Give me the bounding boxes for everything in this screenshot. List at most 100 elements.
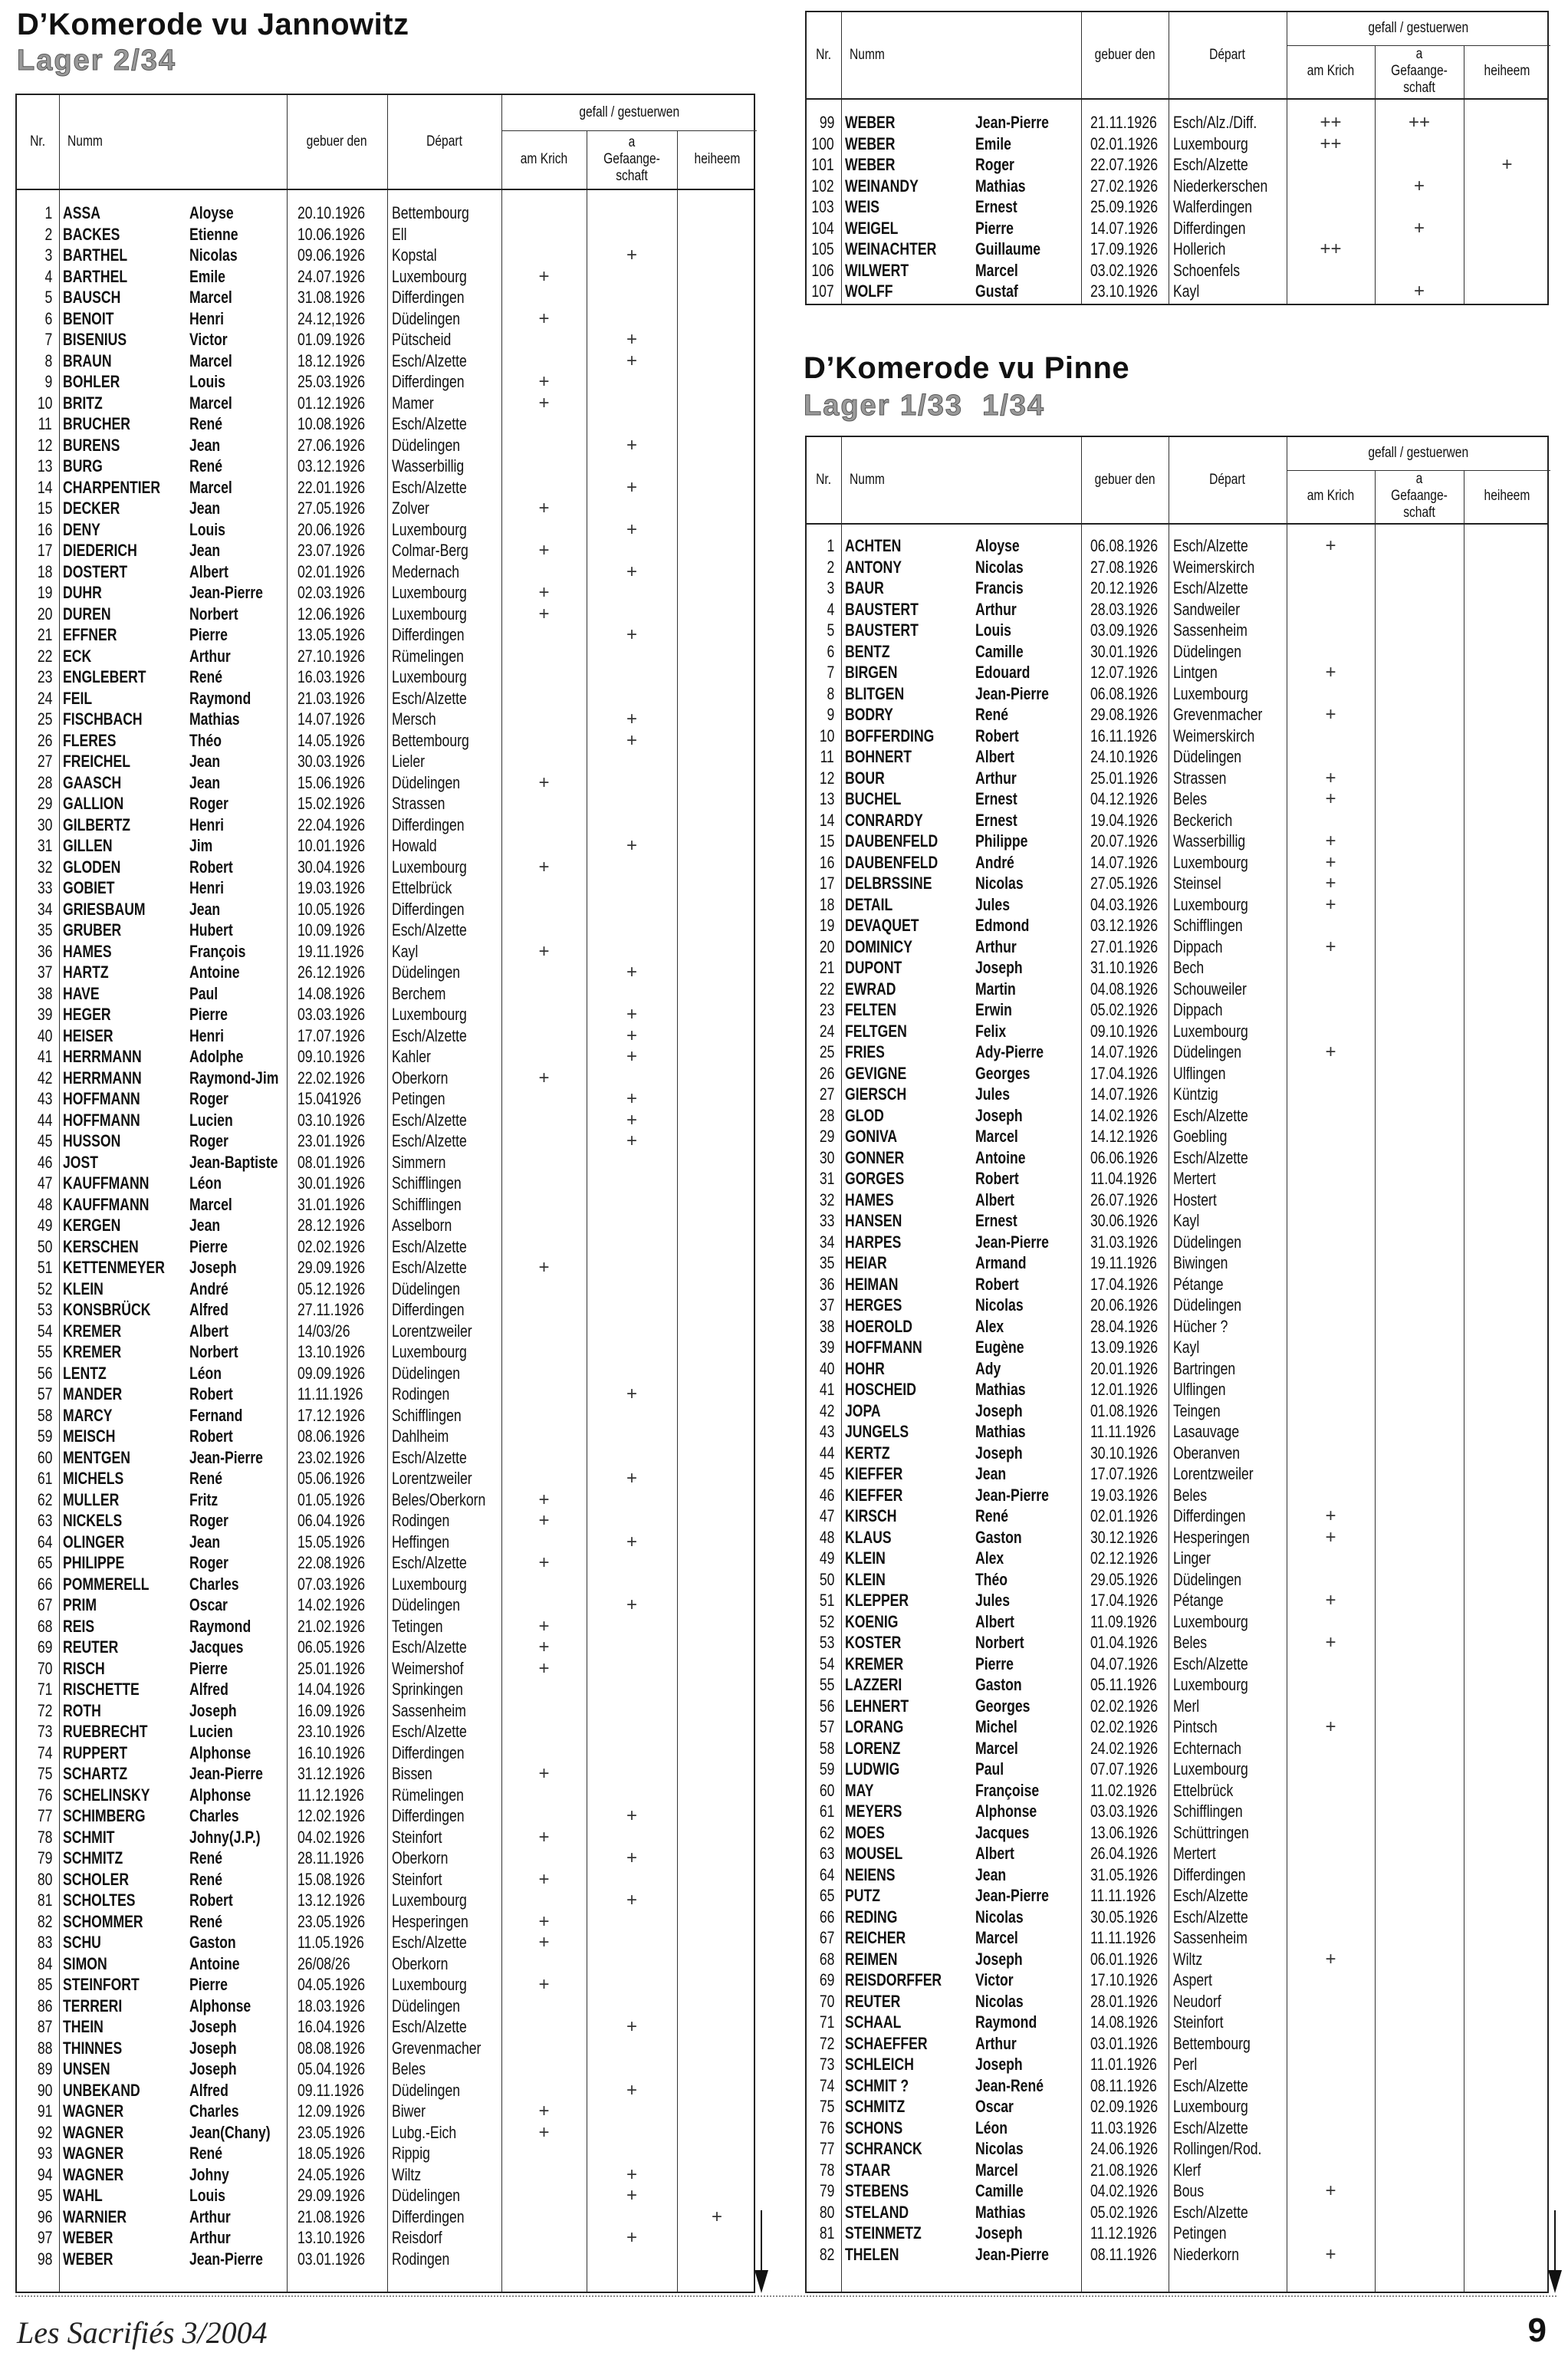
departure-place: Dahlheim <box>392 1426 449 1446</box>
departure-place: Düdelingen <box>392 772 461 792</box>
departure-place: Strassen <box>1173 768 1227 788</box>
row-number: 72 <box>37 1700 52 1720</box>
mark-gefaangeschaft: + <box>626 1025 637 1046</box>
table-row: 56 LENTZ Léon 09.09.1926 Düdelingen <box>17 1363 754 1384</box>
row-number: 15 <box>819 831 834 851</box>
last-name: LEHNERT <box>845 1696 909 1716</box>
mark-am-krich: + <box>538 603 550 624</box>
departure-place: Rippig <box>392 2144 430 2163</box>
departure-place: Esch/Alzette <box>392 1131 467 1150</box>
first-name: Henri <box>189 878 224 897</box>
last-name: JOST <box>63 1152 98 1172</box>
header-nr: Nr. <box>807 12 841 98</box>
birth-date: 11.11.1926 <box>1090 1928 1156 1947</box>
birth-date: 28.03.1926 <box>1090 599 1159 619</box>
row-number: 4 <box>44 266 52 286</box>
last-name: STEINMETZ <box>845 2223 922 2242</box>
first-name: Léon <box>189 1363 222 1383</box>
departure-place: Bartringen <box>1173 1358 1236 1378</box>
first-name: Ernest <box>975 810 1017 830</box>
table-row: 53 KOSTER Norbert 01.04.1926 Beles + <box>807 1632 1547 1653</box>
last-name: SCHMIT ? <box>845 2075 909 2095</box>
row-number: 63 <box>37 1511 52 1530</box>
row-number: 26 <box>819 1063 834 1083</box>
last-name: HARTZ <box>63 962 109 982</box>
last-name: DAUBENFELD <box>845 831 938 851</box>
last-name: KLEIN <box>63 1278 104 1298</box>
last-name: BARTHEL <box>63 245 128 265</box>
header-heiheem: heiheem <box>1464 45 1550 98</box>
mark-am-krich: + <box>1325 1590 1336 1611</box>
last-name: LENTZ <box>63 1363 107 1383</box>
table-row: 3 BAUR Francis 20.12.1926 Esch/Alzette <box>807 577 1547 599</box>
column-divider <box>1375 44 1376 304</box>
row-number: 45 <box>819 1464 834 1483</box>
mark-am-krich: + <box>1325 831 1336 851</box>
birth-date: 28.04.1926 <box>1090 1316 1159 1336</box>
row-number: 80 <box>819 2202 834 2222</box>
last-name: MARCY <box>63 1405 113 1425</box>
table-jannowitz-continued: Nr. Numm gebuer den Départ gefall / gestuerw… <box>805 11 1550 305</box>
row-number: 70 <box>819 1991 834 2011</box>
departure-place: Düdelingen <box>392 435 461 455</box>
row-number: 30 <box>37 814 52 834</box>
table-row: 57 MANDER Robert 11.11.1926 Rodingen + <box>17 1384 754 1405</box>
last-name: MAY <box>845 1780 874 1800</box>
row-number: 67 <box>37 1595 52 1614</box>
departure-place: Esch/Alzette <box>392 1025 467 1045</box>
row-number: 46 <box>37 1152 52 1172</box>
row-number: 40 <box>819 1358 834 1378</box>
row-number: 71 <box>37 1680 52 1699</box>
table-row: 74 RUPPERT Alphonse 16.10.1926 Differdingen <box>17 1742 754 1764</box>
departure-place: Differdingen <box>392 1806 465 1825</box>
table-row: 81 SCHOLTES Robert 13.12.1926 Luxembourg + <box>17 1890 754 1911</box>
mark-am-krich: + <box>538 1974 550 1995</box>
table-row: 17 DELBRSSINE Nicolas 27.05.1926 Steinsel + <box>807 873 1547 894</box>
birth-date: 25.03.1926 <box>297 372 366 391</box>
table-row: 98 WEBER Jean-Pierre 03.01.1926 Rodingen <box>17 2249 754 2270</box>
birth-date: 14.02.1926 <box>297 1595 366 1614</box>
last-name: SCHMITZ <box>63 1848 123 1867</box>
birth-date: 14.07.1926 <box>1090 1084 1159 1104</box>
first-name: Jean <box>189 435 221 455</box>
header-depart: Départ <box>1169 12 1287 98</box>
row-number: 34 <box>37 899 52 919</box>
row-number: 64 <box>37 1532 52 1551</box>
table-header: Nr. Numm gebuer den Départ gefall / gestuerw… <box>17 95 757 190</box>
table-header: Nr. Numm gebuer den Départ gefall / gestuerw… <box>807 12 1550 100</box>
first-name: Hubert <box>189 920 233 939</box>
row-number: 32 <box>37 857 52 877</box>
table-row: 1 ASSA Aloyse 20.10.1926 Bettembourg <box>17 202 754 224</box>
row-number: 68 <box>37 1616 52 1636</box>
row-number: 14 <box>819 810 834 830</box>
row-number: 23 <box>819 1000 834 1019</box>
last-name: GALLION <box>63 794 124 813</box>
first-name: Jean-Pierre <box>189 583 263 602</box>
row-number: 47 <box>37 1173 52 1193</box>
last-name: MICHELS <box>63 1469 124 1488</box>
first-name: Edmond <box>975 916 1030 935</box>
last-name: WEBER <box>845 133 896 153</box>
header-depart: Départ <box>387 95 501 189</box>
row-number: 74 <box>819 2075 834 2095</box>
last-name: ROTH <box>63 1700 101 1720</box>
first-name: Jean(Chany) <box>189 2122 271 2142</box>
row-number: 78 <box>819 2160 834 2180</box>
table-row: 21 EFFNER Pierre 13.05.1926 Differdingen + <box>17 624 754 646</box>
birth-date: 11.04.1926 <box>1090 1169 1157 1188</box>
header-gefall-gestuerwen: gefall / gestuerwen <box>1287 12 1550 45</box>
departure-place: Hostert <box>1173 1190 1217 1209</box>
departure-place: Petingen <box>392 1089 445 1108</box>
row-number: 40 <box>37 1025 52 1045</box>
row-number: 83 <box>37 1933 52 1952</box>
header-gefaangeschaft-label: a Gefaange-schaft <box>1391 471 1448 522</box>
row-number: 49 <box>819 1548 834 1568</box>
first-name: Camille <box>975 641 1024 661</box>
row-number: 74 <box>37 1742 52 1762</box>
header-depart-label: Départ <box>1209 472 1246 488</box>
table-row: 42 JOPA Joseph 01.08.1926 Teingen <box>807 1400 1547 1422</box>
table-row: 50 KLEIN Théo 29.05.1926 Düdelingen <box>807 1569 1547 1591</box>
birth-date: 27.08.1926 <box>1090 557 1159 577</box>
departure-place: Bous <box>1173 2181 1205 2200</box>
header-am-krich: am Krich <box>1287 470 1375 523</box>
